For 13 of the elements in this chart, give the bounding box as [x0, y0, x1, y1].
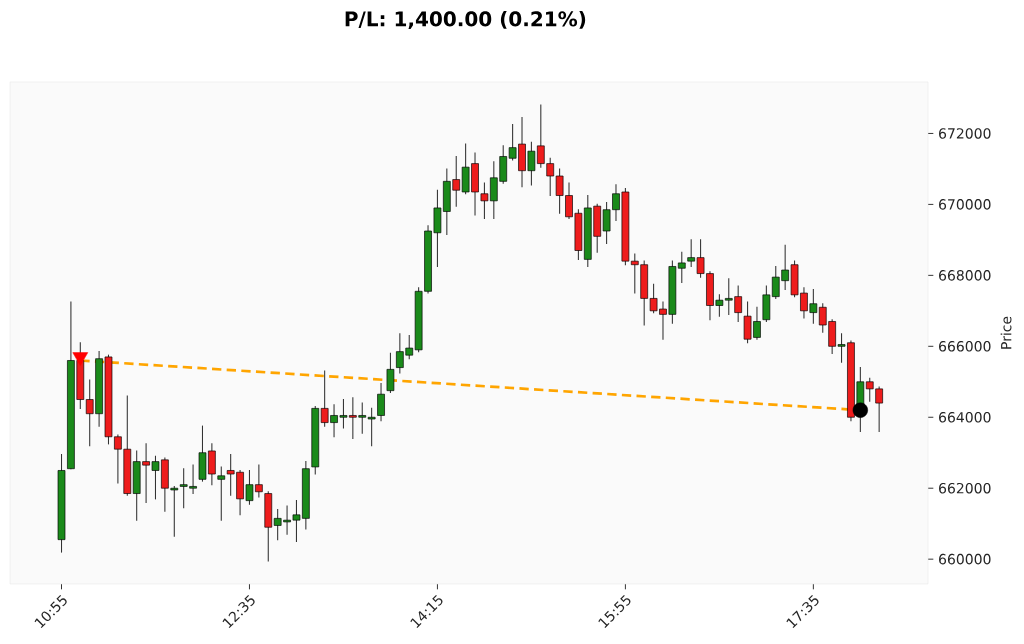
y-axis-title: Price — [1000, 316, 1012, 349]
y-tick-label: 662000 — [939, 482, 991, 494]
candlestick — [217, 466, 226, 521]
candlestick — [377, 383, 385, 422]
candlestick — [367, 407, 376, 447]
y-tick-label: 664000 — [939, 411, 991, 423]
candlestick — [386, 352, 395, 393]
y-tick-label: 666000 — [939, 341, 991, 352]
y-tick-label: 672000 — [939, 128, 991, 139]
y-tick-label: 668000 — [939, 270, 991, 281]
y-tick-label: 670000 — [939, 199, 991, 210]
chart-title: P/L: 1,400.00 (0.21%) — [345, 11, 586, 30]
y-tick-label: 660000 — [939, 553, 991, 565]
